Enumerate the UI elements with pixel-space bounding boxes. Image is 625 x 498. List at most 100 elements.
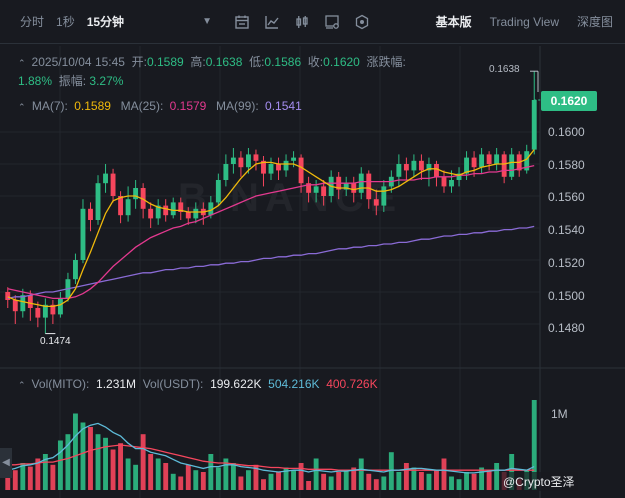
price-tick-0: 0.1600 <box>548 125 585 139</box>
candle-body <box>464 157 469 174</box>
calendar-icon[interactable] <box>234 14 250 30</box>
volume-bar <box>418 472 424 490</box>
interval-15m[interactable]: 15分钟 <box>86 15 125 29</box>
interval-dropdown-icon[interactable]: ▼ <box>202 16 212 27</box>
volume-bar <box>245 470 251 490</box>
volume-bar <box>253 464 259 490</box>
hexagon-icon[interactable] <box>354 14 370 30</box>
volume-bar <box>403 463 409 490</box>
candle-body <box>321 186 327 196</box>
candle-body <box>125 199 131 216</box>
candle-body <box>215 180 221 203</box>
candle-body <box>434 164 439 177</box>
price-tick-3: 0.1540 <box>548 223 585 237</box>
volume-bar <box>50 464 56 490</box>
vol-mito-label: Vol(MITO): <box>31 377 90 391</box>
candle-body <box>471 157 477 168</box>
candle-body <box>103 173 108 184</box>
candle-body <box>494 154 500 164</box>
low-marker-label: 0.1474 <box>40 336 71 347</box>
candle-body <box>245 154 251 168</box>
candle-body <box>208 202 214 216</box>
volume-bar <box>200 472 206 490</box>
volume-bar <box>358 458 364 490</box>
candle-body <box>35 308 41 318</box>
candle-body <box>291 157 297 161</box>
scroll-left-icon[interactable]: ◀ <box>0 448 12 478</box>
view-basic[interactable]: 基本版 <box>435 15 472 29</box>
volume-bar <box>208 454 214 490</box>
price-tick-5: 0.1500 <box>548 289 585 303</box>
volume-bar <box>103 437 108 490</box>
volume-bar <box>283 467 289 490</box>
volume-ma1-line <box>7 422 535 474</box>
candle-body <box>185 212 191 219</box>
candle-body <box>12 300 18 312</box>
candle-body <box>148 208 154 219</box>
candle-body <box>163 205 169 216</box>
volume-bar <box>441 458 447 490</box>
candle-body <box>313 186 319 193</box>
volume-bar <box>5 473 11 490</box>
candle-body <box>306 183 312 193</box>
interval-time[interactable]: 分时 <box>20 15 45 29</box>
collapse-caret-icon[interactable]: ⌃ <box>18 58 26 68</box>
candle-body <box>524 151 530 171</box>
volume-bar <box>464 472 469 490</box>
volume-bar <box>373 479 379 490</box>
volume-bar <box>396 472 402 490</box>
candle-body <box>343 183 349 190</box>
candle-body <box>110 173 116 196</box>
volume-bar <box>268 473 274 490</box>
volume-bar <box>12 470 18 490</box>
volume-bar <box>110 449 116 490</box>
view-depth[interactable]: 深度图 <box>576 15 613 29</box>
volume-axis-tick: 1M <box>551 407 568 421</box>
candle-body <box>80 208 86 260</box>
candle-body <box>268 164 274 174</box>
indicator-icon[interactable] <box>264 14 280 30</box>
ma-collapse-caret-icon[interactable]: ⌃ <box>18 102 26 112</box>
interval-1s[interactable]: 1秒 <box>56 15 75 29</box>
candle-body <box>118 196 124 216</box>
volume-bar <box>261 479 266 490</box>
view-tradingview[interactable]: Trading View <box>489 14 559 29</box>
candle-body <box>456 173 462 180</box>
volume-bar <box>185 464 191 490</box>
ma-legend: ⌃ MA(7): 0.1589 MA(25): 0.1579 MA(99): 0… <box>18 99 305 113</box>
volume-bar <box>42 454 48 490</box>
volume-bar <box>494 463 500 490</box>
volume-bar <box>449 476 454 490</box>
candle-body <box>20 295 26 312</box>
ma25-line <box>7 164 535 300</box>
volume-bar <box>388 452 394 490</box>
volume-bar <box>411 467 417 490</box>
candle-body <box>486 154 492 164</box>
volume-bar <box>35 458 41 490</box>
vol-collapse-caret-icon[interactable]: ⌃ <box>18 380 26 390</box>
candle-type-icon[interactable] <box>294 14 310 30</box>
price-tick-2: 0.1560 <box>548 190 585 204</box>
volume-bar <box>479 467 485 490</box>
candle-body <box>509 154 515 177</box>
candle-body <box>140 188 146 209</box>
candle-body <box>193 208 199 219</box>
candle-body <box>155 205 161 219</box>
vol-mito-value: 1.231M <box>96 377 137 391</box>
ma7-value: 0.1589 <box>74 99 111 113</box>
change-label: 涨跌幅: <box>366 55 406 69</box>
candle-body <box>283 160 289 171</box>
volume-bar <box>321 473 327 490</box>
volume-bar <box>20 463 26 490</box>
candle-body <box>276 164 281 171</box>
settings-icon[interactable] <box>324 14 340 30</box>
candle-body <box>170 202 176 216</box>
candle-body <box>73 260 78 280</box>
candle-body <box>88 208 93 220</box>
ma25-label: MA(25): <box>120 99 164 113</box>
author-credit: @Crypto圣泽 <box>500 472 578 491</box>
candle-body <box>253 154 259 161</box>
candle-body <box>426 164 432 171</box>
vol-ma1-value: 504.216K <box>268 377 320 391</box>
